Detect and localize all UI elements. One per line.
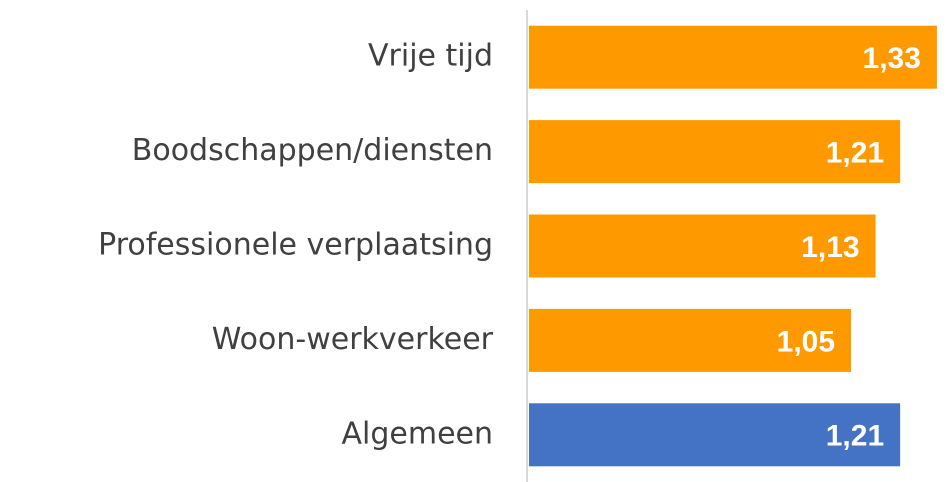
bar: [529, 308, 852, 372]
bar: [529, 403, 901, 467]
category-label: Boodschappen/diensten: [132, 133, 493, 168]
bar: [529, 25, 937, 89]
category-label: Woon-werkverkeer: [212, 322, 494, 357]
value-label: 1,13: [801, 231, 859, 264]
bar: [529, 214, 876, 278]
value-label: 1,21: [826, 420, 884, 453]
value-label: 1,05: [777, 325, 835, 358]
value-label: 1,21: [826, 137, 884, 170]
bar: [529, 120, 901, 184]
category-label: Vrije tijd: [368, 39, 493, 74]
value-label: 1,33: [863, 42, 921, 75]
category-label: Algemeen: [341, 416, 493, 451]
category-label: Professionele verplaatsing: [98, 228, 493, 263]
